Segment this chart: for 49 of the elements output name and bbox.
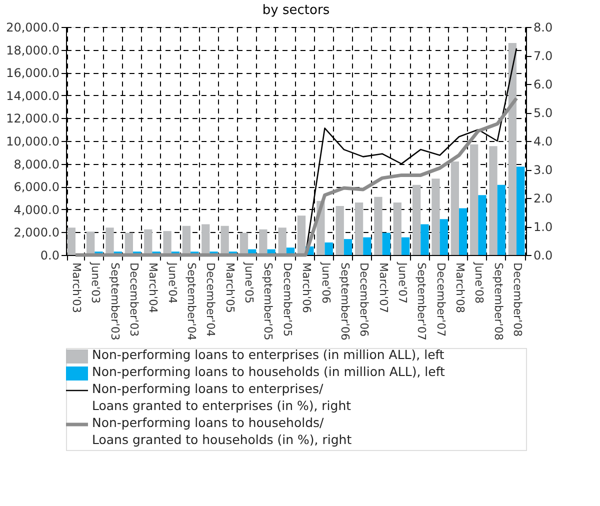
y2-tick-label: 3.0: [534, 163, 553, 177]
y-tick-label: 0.0: [40, 248, 60, 262]
y-tick-label: 18,000.0: [6, 43, 60, 58]
y2-tick-label: 0.0: [534, 248, 553, 262]
x-tick-label: December'07: [434, 262, 448, 337]
y2-tick-label: 7.0: [534, 49, 553, 63]
x-tick-label: December'03: [128, 262, 141, 337]
x-tick-label: June'03: [89, 262, 102, 304]
x-tick-label: March'07: [376, 262, 390, 314]
y-tick-label: 6,000.0: [14, 180, 60, 194]
x-tick-label: March'06: [300, 262, 314, 314]
x-tick-label: December'06: [358, 262, 371, 337]
x-tick-label: September'04: [185, 262, 198, 340]
y2-tick-label: 2.0: [534, 192, 553, 206]
y-tick-label: 14,000.0: [6, 88, 60, 103]
chart-title: by sectors: [262, 3, 330, 18]
y-tick-label: 12,000.0: [6, 112, 60, 126]
x-tick-label: June'05: [242, 262, 256, 304]
x-tick-label: June'04: [166, 262, 179, 304]
y-tick-label: 8,000.0: [14, 157, 60, 172]
y2-tick-label: 1.0: [534, 220, 553, 234]
y-tick-label: 4,000.0: [14, 202, 60, 217]
x-tick-label: June'08: [472, 262, 486, 304]
x-tick-label: September'07: [415, 262, 428, 340]
y2-tick-label: 8.0: [534, 20, 553, 34]
legend-label: Non-performing loans to households/ Loans granted to households (in %), right: [92, 415, 352, 447]
x-tick-label: December'05: [280, 262, 294, 337]
x-tick-label: March'03: [70, 262, 83, 314]
x-tick-label: March'08: [453, 262, 466, 314]
y-tick-label: 20,000.0: [6, 20, 60, 34]
x-tick-label: June'07: [396, 262, 409, 304]
x-tick-label: September'03: [108, 262, 122, 340]
y-tick-label: 2,000.0: [14, 226, 60, 240]
legend-label: Non-performing loans to enterprises (in million ALL), left: [92, 347, 444, 362]
y2-tick-label: 4.0: [534, 134, 553, 148]
x-tick-label: December'08: [511, 262, 524, 337]
y-tick-label: 16,000.0: [6, 66, 60, 80]
y2-tick-label: 6.0: [534, 78, 553, 92]
x-tick-label: March'04: [146, 262, 160, 314]
y2-tick-label: 5.0: [534, 106, 553, 120]
x-tick-label: September'06: [338, 262, 352, 340]
x-tick-label: September'05: [262, 262, 275, 340]
x-tick-label: September'08: [492, 262, 505, 340]
x-tick-label: December'04: [204, 262, 218, 337]
x-tick-label: March'05: [223, 262, 236, 314]
x-tick-label: June'06: [319, 262, 332, 304]
legend-label: Non-performing loans to enterprises/ Loans granted to enterprises (in %), right: [92, 381, 352, 413]
legend-label: Non-performing loans to households (in million ALL), left: [92, 364, 446, 379]
y-tick-label: 10,000.0: [6, 134, 60, 148]
